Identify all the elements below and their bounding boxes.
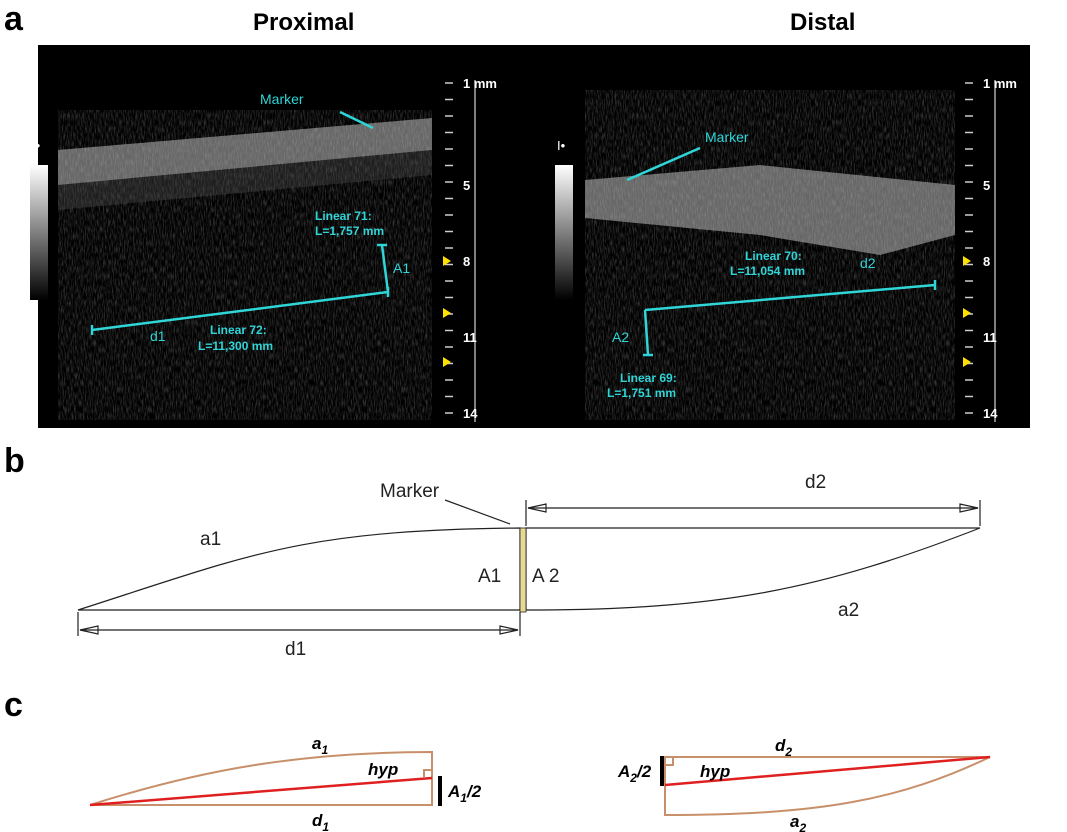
measurement-label: L=1,751 mm <box>607 386 676 400</box>
marker-label: Marker <box>380 481 440 502</box>
line-label: A2 <box>612 329 629 345</box>
scale-label: 11 <box>463 330 477 345</box>
diagram-label: a1 <box>200 529 221 550</box>
label-tail: /2 <box>636 762 652 781</box>
marker-bar <box>520 528 526 612</box>
label-main: A <box>447 782 460 801</box>
scale-label: 14 <box>463 406 478 421</box>
measurement-label: Linear 72: <box>210 323 267 337</box>
measurement-label: Linear 70: <box>745 249 802 263</box>
label-main: d <box>775 736 786 755</box>
diagram-label: d2 <box>805 472 826 493</box>
panel-title: Distal <box>790 9 855 36</box>
diagram-label: A 2 <box>532 566 559 587</box>
label-main: A <box>617 762 630 781</box>
marker-label: Marker <box>260 91 304 107</box>
diagram-label: A1 <box>478 566 501 587</box>
diagram-label: d2 <box>775 736 792 759</box>
measurement-label: L=11,300 mm <box>198 339 273 353</box>
diagram-label: hyp <box>368 760 398 779</box>
diagram-label: A2/2 <box>617 762 652 785</box>
label-main: a <box>790 812 799 831</box>
diagram-label: A1/2 <box>447 782 482 805</box>
scale-label: 11 <box>983 330 997 345</box>
marker-label: Marker <box>705 129 749 145</box>
panel-label: b <box>4 442 25 480</box>
label-tail: /2 <box>466 782 482 801</box>
scale-label: 8 <box>983 254 990 269</box>
diagram-label: d1 <box>285 639 306 660</box>
diagram-label: a2 <box>790 812 806 832</box>
panel-label: a <box>4 0 24 38</box>
label-subscript: 1 <box>321 743 328 757</box>
line-label: d2 <box>860 255 876 271</box>
diagram-label: hyp <box>700 762 730 781</box>
label-subscript: 2 <box>784 745 792 759</box>
scale-label: 8 <box>463 254 470 269</box>
label-subscript: 2 <box>798 821 806 832</box>
scale-label: 5 <box>463 178 470 193</box>
measurement-label: Linear 71: <box>315 209 372 223</box>
svg-text:I•: I• <box>32 138 41 153</box>
svg-text:I•: I• <box>557 138 566 153</box>
label-main: d <box>312 811 323 830</box>
measurement-label: L=11,054 mm <box>730 264 805 278</box>
scale-label: 1 mm <box>463 76 497 91</box>
scale-label: 14 <box>983 406 998 421</box>
figure: a Proximal Distal I• I• Marker Linear 71… <box>0 0 1067 832</box>
line-label: d1 <box>150 328 166 344</box>
panel-label: c <box>4 686 23 724</box>
diagram-label: a1 <box>312 734 328 757</box>
scale-label: 1 mm <box>983 76 1017 91</box>
scale-label: 5 <box>983 178 990 193</box>
diagram-label: a2 <box>838 600 859 621</box>
diagram-label: d1 <box>312 811 329 832</box>
label-main: a <box>312 734 321 753</box>
ultrasound-image: I• <box>30 110 432 420</box>
triangle-diagram <box>90 752 990 815</box>
label-subscript: 1 <box>322 820 329 832</box>
measurement-label: Linear 69: <box>620 371 677 385</box>
measurement-label: L=1,757 mm <box>315 224 384 238</box>
line-label: A1 <box>393 260 410 276</box>
panel-title: Proximal <box>253 9 354 36</box>
